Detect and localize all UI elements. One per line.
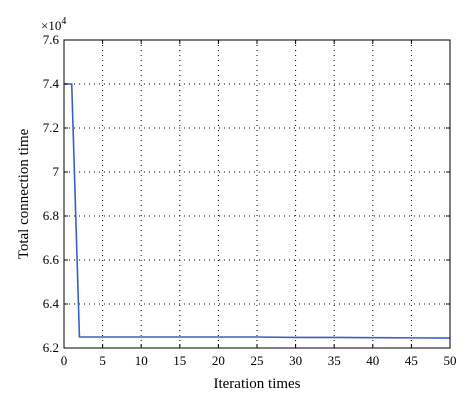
x-tick-label: 40 [366,353,379,368]
y-tick-label: 7.2 [43,120,59,135]
series-line [64,83,451,339]
x-tick-label: 45 [405,353,418,368]
x-tick-label: 15 [173,353,186,368]
multiplier-exponent: 4 [61,16,66,27]
y-tick-label: 7.4 [43,76,60,91]
y-tick-label: 6.6 [43,252,60,267]
y-tick-label: 6.4 [43,296,60,311]
x-tick-label: 10 [135,353,148,368]
x-tick-label: 20 [212,353,225,368]
x-tick-label: 30 [289,353,302,368]
axes: 0 5 10 15 20 25 30 35 40 45 50 6.2 6.4 6.6 6.8 7 7.2 7.4 7… [43,32,457,368]
grid [64,40,450,348]
x-axis-label: Iteration times [213,376,300,392]
x-tick-label: 35 [328,353,341,368]
y-axis-label: Total connection time [16,128,32,259]
y-axis-multiplier: ×104 [41,16,66,33]
multiplier-base: ×10 [41,18,61,33]
x-tick-label: 25 [251,353,264,368]
x-tick-label: 50 [444,353,457,368]
y-tick-label: 6.8 [43,208,59,223]
y-tick-label: 6.2 [43,340,59,355]
series-layer [64,83,451,339]
x-tick-label: 0 [61,353,68,368]
x-tick-label: 5 [99,353,106,368]
y-tick-label: 7.6 [43,32,60,47]
plot-frame [63,39,451,349]
y-tick-label: 7 [53,164,60,179]
